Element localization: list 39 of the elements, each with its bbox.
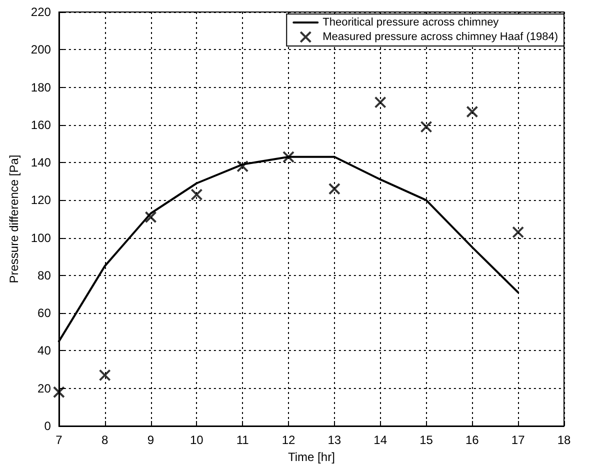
x-tick-label: 11 [236,433,250,447]
point [190,188,203,201]
point [374,96,386,108]
y-tick-label: 40 [38,344,52,358]
y-tick-label: 220 [30,5,52,19]
y-tick-label: 120 [30,193,52,208]
y-tick-label: 100 [30,230,52,245]
point [236,160,249,172]
legend-label: Theoritical pressure across chimney [322,16,500,28]
y-tick-label: 0 [44,419,52,433]
y-tick-label: 160 [30,118,52,132]
point [52,386,65,398]
y-tick-label: 80 [38,268,52,282]
point [512,226,524,238]
x-tick-label: 18 [557,433,571,447]
x-tick-label: 12 [282,433,296,447]
y-tick-label: 60 [38,306,52,320]
point [98,369,111,382]
x-tick-label: 15 [420,433,434,447]
x-tick-label: 14 [374,433,388,447]
y-tick-label: 140 [30,156,52,170]
legend-label: Measured pressure across chimney Haaf (1984) [322,31,558,43]
point [466,106,478,118]
point [282,150,295,163]
y-axis-title: Pressure difference [Pa] [7,154,21,284]
y-tick-label: 20 [38,381,52,396]
x-tick-label: 9 [147,433,154,447]
x-tick-label: 16 [465,433,480,447]
y-tick-label: 200 [30,42,52,57]
x-tick-label: 8 [101,433,108,447]
x-axis-title: Time [hr] [288,450,335,464]
x-tick-label: 7 [56,433,63,447]
x-tick-label: 10 [190,433,204,447]
x-tick-label: 17 [511,433,526,447]
y-tick-label: 180 [30,80,52,94]
point [328,182,340,195]
point [420,120,432,133]
x-tick-label: 13 [328,433,342,447]
point [144,211,157,224]
